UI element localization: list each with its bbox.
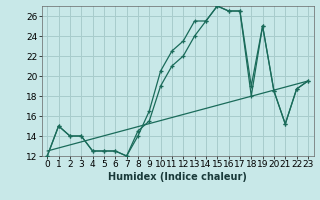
X-axis label: Humidex (Indice chaleur): Humidex (Indice chaleur) (108, 172, 247, 182)
